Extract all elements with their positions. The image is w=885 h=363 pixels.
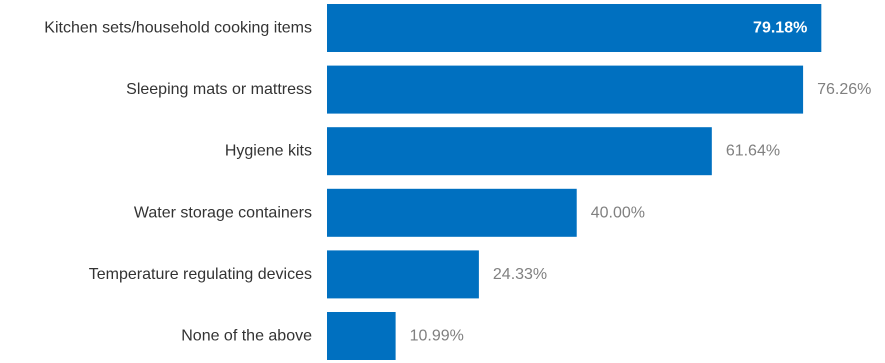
value-label: 76.26% bbox=[817, 81, 871, 98]
bar bbox=[327, 250, 479, 299]
bar bbox=[327, 65, 804, 114]
bar bbox=[327, 4, 822, 52]
bars-group bbox=[327, 4, 822, 360]
value-label: 10.99% bbox=[410, 328, 464, 345]
category-label: Kitchen sets/household cooking items bbox=[44, 20, 312, 37]
category-labels-group: Kitchen sets/household cooking items Slee… bbox=[44, 20, 312, 345]
category-label: None of the above bbox=[181, 328, 312, 345]
value-label: 79.18% bbox=[753, 20, 807, 37]
value-label: 40.00% bbox=[591, 204, 645, 221]
bar bbox=[327, 312, 396, 360]
bar bbox=[327, 188, 577, 237]
category-label: Water storage containers bbox=[134, 204, 312, 221]
category-label: Sleeping mats or mattress bbox=[126, 81, 312, 98]
value-label: 61.64% bbox=[726, 143, 780, 160]
category-label: Hygiene kits bbox=[225, 143, 312, 160]
bar bbox=[327, 127, 712, 176]
category-label: Temperature regulating devices bbox=[89, 266, 312, 283]
value-labels-group: 79.18% 76.26% 61.64% 40.00% 24.33% 10.99% bbox=[410, 20, 872, 345]
value-label: 24.33% bbox=[493, 266, 547, 283]
